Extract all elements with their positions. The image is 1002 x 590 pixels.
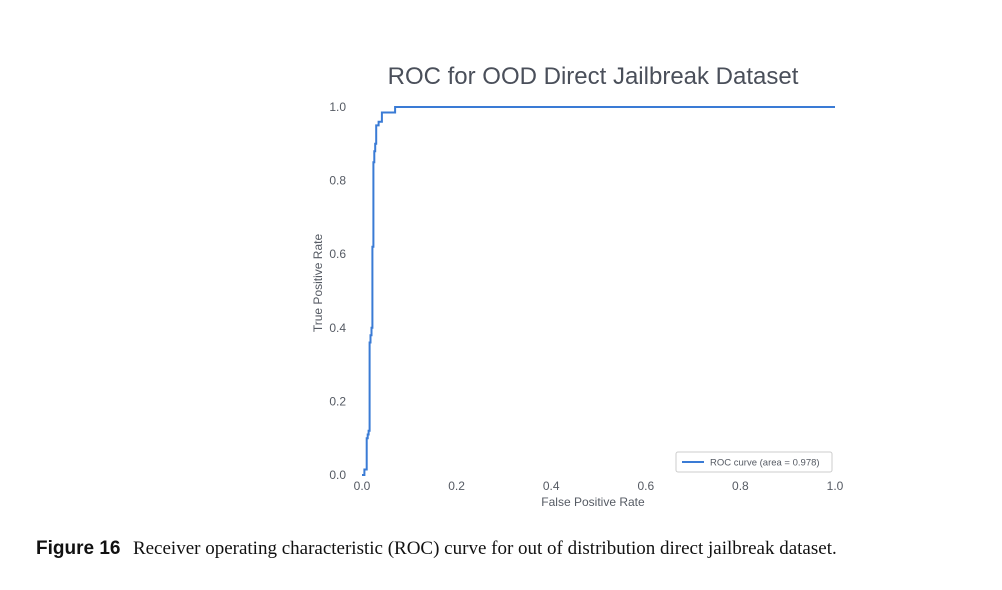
x-tick-label: 1.0	[827, 479, 844, 493]
y-tick-label: 0.6	[329, 247, 346, 261]
y-tick-label: 0.2	[329, 394, 346, 408]
chart-title: ROC for OOD Direct Jailbreak Dataset	[388, 63, 799, 90]
y-tick-label: 0.4	[329, 321, 346, 335]
legend-entry-roc-curve: ROC curve (area = 0.978)	[710, 458, 820, 469]
y-tick-label: 1.0	[329, 100, 346, 114]
roc-curve-line	[362, 106, 835, 476]
figure-caption: Figure 16 Receiver operating characteris…	[36, 538, 976, 560]
caption-label: Figure 16	[36, 538, 121, 559]
y-tick-label: 0.8	[329, 174, 346, 188]
x-axis-ticks: 0.0 0.2 0.4 0.6 0.8 1.0	[354, 479, 844, 493]
y-axis-label: True Positive Rate	[311, 234, 325, 333]
roc-chart: ROC for OOD Direct Jailbreak Dataset 0.0…	[311, 63, 844, 509]
caption-text: Receiver operating characteristic (ROC) …	[132, 538, 837, 559]
legend-box	[675, 451, 833, 473]
series-layer	[362, 106, 835, 476]
legend: ROC curve (area = 0.978)	[675, 451, 833, 473]
x-tick-label: 0.6	[637, 479, 654, 493]
x-axis-label: False Positive Rate	[541, 495, 645, 509]
x-tick-label: 0.2	[448, 479, 465, 493]
x-tick-label: 0.0	[354, 479, 371, 493]
y-axis-ticks: 0.0 0.2 0.4 0.6 0.8 1.0	[329, 100, 346, 482]
x-tick-label: 0.4	[543, 479, 560, 493]
x-tick-label: 0.8	[732, 479, 749, 493]
y-tick-label: 0.0	[329, 468, 346, 482]
